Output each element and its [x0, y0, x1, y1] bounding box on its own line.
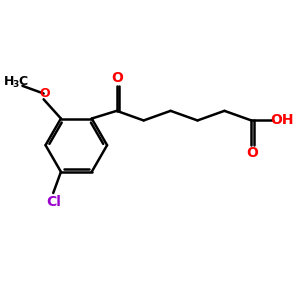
Text: OH: OH	[270, 113, 294, 128]
Text: O: O	[246, 146, 258, 160]
Text: O: O	[39, 87, 50, 100]
Text: H: H	[4, 76, 14, 88]
Text: Cl: Cl	[46, 195, 61, 209]
Text: 3: 3	[13, 80, 19, 89]
Text: O: O	[112, 71, 124, 85]
Text: C: C	[18, 76, 27, 88]
